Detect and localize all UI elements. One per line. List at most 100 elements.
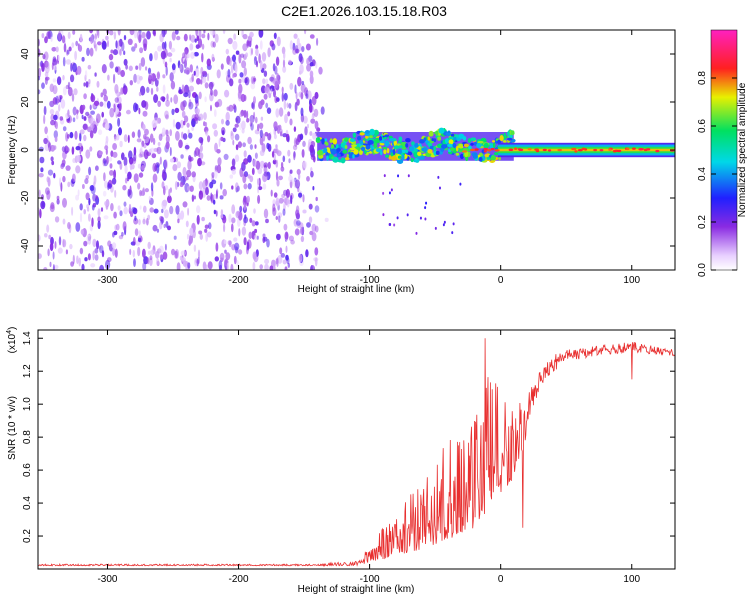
transition-blob [359, 132, 365, 136]
noise-blob [151, 119, 157, 128]
noise-blob [301, 80, 305, 86]
noise-blob [137, 163, 141, 169]
noise-blob [159, 33, 164, 43]
noise-blob [107, 257, 112, 263]
noise-blob [106, 156, 109, 165]
tail-blob [407, 174, 410, 178]
noise-blob [240, 53, 245, 58]
transition-blob [490, 155, 496, 161]
noise-blob [44, 71, 49, 78]
noise-blob [71, 42, 75, 48]
noise-blob [110, 203, 114, 212]
noise-blob [242, 173, 247, 184]
tail-blob [390, 188, 393, 192]
noise-blob [169, 129, 172, 137]
noise-blob [283, 92, 288, 101]
noise-blob [189, 34, 192, 41]
transition-blob [397, 155, 402, 159]
noise-blob [233, 255, 237, 265]
noise-blob [72, 117, 76, 123]
noise-blob [293, 151, 296, 161]
noise-blob [149, 133, 154, 143]
noise-blob [140, 57, 146, 67]
noise-blob [103, 215, 109, 220]
line-peak [494, 149, 500, 152]
noise-blob [263, 70, 268, 77]
noise-blob [83, 240, 88, 247]
noise-blob [320, 106, 325, 115]
noise-blob [213, 169, 218, 179]
noise-blob [164, 30, 167, 35]
noise-blob [267, 47, 271, 58]
noise-blob [230, 132, 235, 141]
noise-blob [218, 138, 221, 147]
spectrogram-y-label: Frequency (Hz) [7, 116, 18, 185]
noise-blob [146, 257, 150, 265]
noise-blob [136, 74, 141, 85]
noise-blob [191, 73, 194, 82]
noise-blob [255, 160, 261, 170]
noise-blob [43, 51, 49, 61]
noise-blob [76, 114, 79, 120]
noise-blob [161, 41, 165, 50]
noise-blob [258, 53, 261, 64]
noise-blob [101, 64, 107, 74]
tail-blob [389, 222, 392, 226]
noise-blob [159, 215, 164, 222]
figure-title: C2E1.2026.103.15.18.R03 [281, 3, 447, 19]
noise-blob [313, 257, 319, 262]
noise-blob [104, 180, 108, 189]
noise-blob [199, 113, 204, 121]
noise-blob [144, 128, 149, 136]
noise-blob [191, 171, 196, 178]
noise-blob [154, 165, 157, 172]
noise-blob [122, 221, 127, 231]
noise-blob [172, 164, 178, 172]
noise-blob [216, 149, 221, 154]
noise-blob [309, 131, 313, 136]
noise-blob [175, 121, 181, 130]
noise-blob [291, 178, 296, 184]
transition-blob [414, 158, 418, 161]
noise-blob [127, 38, 133, 45]
noise-blob [180, 210, 185, 220]
noise-blob [89, 185, 95, 191]
noise-blob [81, 104, 86, 111]
noise-blob [53, 145, 57, 150]
noise-blob [164, 209, 169, 219]
noise-blob [235, 118, 238, 122]
noise-blob [187, 262, 191, 269]
noise-blob [94, 37, 97, 46]
tail-blob [452, 222, 455, 226]
noise-blob [60, 99, 66, 109]
transition-blob [458, 143, 464, 149]
noise-blob [180, 119, 184, 129]
noise-blob [67, 86, 73, 97]
noise-blob [207, 135, 211, 143]
transition-blob [330, 148, 337, 155]
noise-blob [184, 115, 189, 123]
noise-blob [38, 189, 41, 198]
noise-blob [243, 195, 247, 203]
noise-blob [180, 101, 186, 111]
noise-blob [43, 105, 47, 116]
noise-blob [123, 206, 128, 215]
noise-blob [113, 211, 117, 219]
noise-blob [203, 30, 206, 34]
noise-blob [188, 132, 193, 139]
noise-blob [247, 183, 252, 190]
line-peak [646, 148, 651, 151]
noise-blob [177, 218, 180, 224]
noise-blob [167, 225, 171, 231]
noise-blob [253, 77, 257, 82]
noise-blob [251, 220, 256, 227]
noise-blob [278, 215, 281, 223]
noise-blob [142, 38, 148, 48]
noise-blob [72, 173, 76, 183]
noise-blob [70, 62, 73, 72]
noise-blob [46, 190, 51, 201]
noise-blob [38, 67, 42, 78]
noise-blob [311, 232, 317, 242]
noise-blob [109, 107, 115, 118]
y-tick-label: 0.8 [22, 430, 33, 444]
